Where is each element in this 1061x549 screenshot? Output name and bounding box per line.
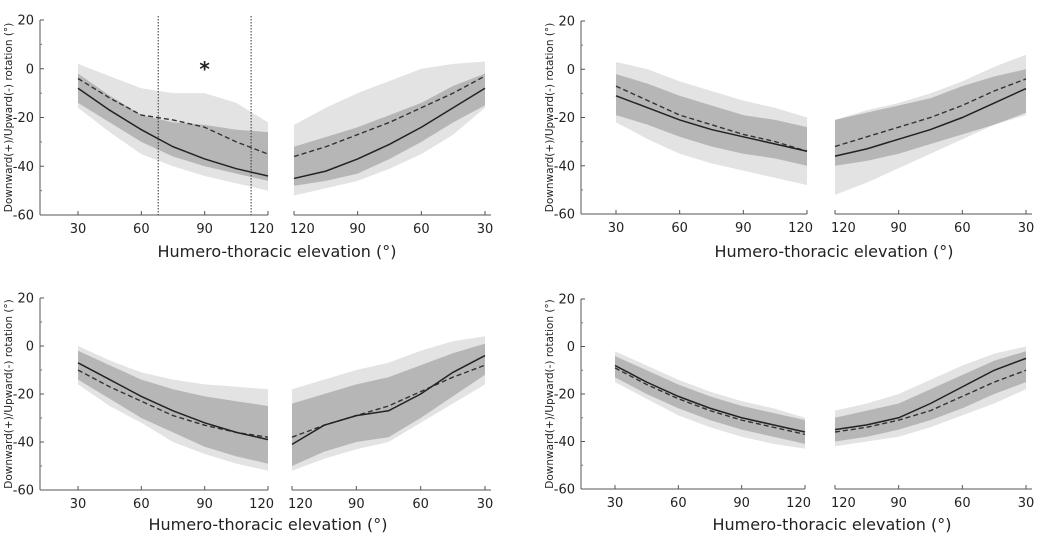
- series-solid-right: [834, 357, 1027, 431]
- series-dashed-right: [293, 75, 486, 158]
- y-tick-label: 0: [26, 62, 34, 77]
- band-light-left: [78, 63, 268, 191]
- series-dashed-left: [77, 77, 269, 155]
- x-tick-label: 120: [290, 222, 315, 237]
- x-axis-label: Humero-thoracic elevation (°): [712, 515, 952, 534]
- x-axis-label: Humero-thoracic elevation (°): [714, 242, 954, 261]
- x-tick-label: 60: [954, 496, 971, 511]
- y-tick-label: -40: [13, 160, 34, 175]
- y-tick-label: -40: [554, 435, 575, 450]
- band-dark-left: [615, 356, 805, 444]
- panel-bottom-right: 20 0 -20 -40 -60 Downward(+)/Upward(-) rotati…: [541, 284, 1061, 549]
- x-tick-label: 60: [133, 222, 150, 237]
- x-tick-label: 30: [1018, 221, 1035, 236]
- band-dark-right: [294, 73, 485, 186]
- x-tick-label: 90: [348, 497, 365, 512]
- band-light-right: [835, 54, 1026, 195]
- band-dark-right: [292, 343, 485, 466]
- x-tick-label: 60: [670, 496, 687, 511]
- y-axis-label: Downward(+)/Upward(-) rotation (°): [544, 23, 556, 213]
- band-dark-left: [616, 74, 807, 166]
- y-tick-label: -60: [13, 484, 34, 499]
- y-tick-label: -60: [554, 208, 575, 223]
- y-tick-label: 0: [567, 340, 575, 355]
- y-tick-label: -20: [554, 388, 575, 403]
- series-solid-right: [834, 87, 1027, 157]
- x-tick-label: 90: [349, 222, 366, 237]
- x-tick-label: 60: [413, 222, 430, 237]
- x-tick-label: 120: [249, 497, 274, 512]
- y-tick-label: 20: [17, 292, 34, 307]
- x-tick-label: 60: [954, 221, 971, 236]
- x-tick-label: 30: [477, 222, 494, 237]
- x-axis-label: Humero-thoracic elevation (°): [148, 515, 388, 534]
- x-tick-label: 120: [288, 497, 313, 512]
- x-tick-label: 30: [608, 221, 625, 236]
- series-dashed-left: [614, 367, 806, 436]
- x-tick-label: 30: [1018, 496, 1035, 511]
- panel-bottom-left: 20 0 -20 -40 -60 Downward(+)/Upward(-) rotati…: [0, 284, 520, 549]
- x-tick-label: 120: [831, 221, 856, 236]
- x-tick-label: 60: [412, 497, 429, 512]
- x-tick-label: 30: [70, 497, 87, 512]
- x-tick-label: 90: [196, 222, 213, 237]
- x-tick-label: 90: [196, 497, 213, 512]
- y-tick-label: 20: [558, 293, 575, 308]
- y-axis-label: Downward(+)/Upward(-) rotation (°): [3, 299, 15, 489]
- y-tick-label: 0: [567, 63, 575, 78]
- y-tick-label: 20: [17, 14, 34, 29]
- y-tick-label: -40: [554, 159, 575, 174]
- series-dashed-right: [834, 78, 1027, 148]
- y-tick-label: -40: [13, 436, 34, 451]
- y-tick-label: -60: [13, 209, 34, 224]
- band-light-left: [616, 62, 807, 186]
- band-dark-left: [78, 350, 268, 464]
- series-solid-left: [615, 95, 808, 153]
- y-axis-label: Downward(+)/Upward(-) rotation (°): [3, 23, 15, 213]
- panel-top-right: 20 0 -20 -40 -60 Downward(+)/Upward(-) rotati…: [541, 0, 1061, 265]
- x-tick-label: 60: [671, 221, 688, 236]
- x-tick-label: 90: [890, 496, 907, 511]
- x-tick-label: 120: [831, 496, 856, 511]
- x-tick-label: 120: [249, 222, 274, 237]
- y-tick-label: -20: [13, 388, 34, 403]
- band-light-right: [292, 336, 485, 471]
- band-light-left: [78, 346, 268, 471]
- x-tick-label: 30: [477, 497, 494, 512]
- y-tick-label: 0: [26, 340, 34, 355]
- y-tick-label: -20: [13, 111, 34, 126]
- band-dark-right: [835, 351, 1026, 442]
- y-tick-label: 20: [558, 15, 575, 30]
- x-tick-label: 90: [733, 496, 750, 511]
- x-tick-label: 120: [786, 496, 811, 511]
- band-light-right: [294, 61, 485, 196]
- y-axis-label: Downward(+)/Upward(-) rotation (°): [544, 299, 556, 489]
- series-solid-right: [293, 87, 486, 180]
- band-dark-left: [78, 73, 268, 181]
- x-tick-label: 120: [788, 221, 813, 236]
- x-tick-label: 90: [890, 221, 907, 236]
- x-tick-label: 30: [607, 496, 624, 511]
- x-axis-label: Humero-thoracic elevation (°): [157, 242, 397, 261]
- significance-annotation: *: [199, 57, 210, 81]
- series-solid-left: [77, 87, 269, 177]
- series-solid-left: [77, 362, 269, 441]
- x-tick-label: 90: [735, 221, 752, 236]
- x-tick-label: 60: [133, 497, 150, 512]
- series-dashed-left: [615, 85, 808, 152]
- y-tick-label: -60: [554, 483, 575, 498]
- x-tick-label: 30: [70, 222, 87, 237]
- series-solid-right: [291, 354, 486, 446]
- series-dashed-right: [834, 369, 1027, 433]
- series-solid-left: [614, 364, 806, 433]
- y-tick-label: -20: [554, 111, 575, 126]
- panel-top-left: * 20 0 -20 -40 -60 Downward(+)/Upward(-) rotat…: [0, 0, 520, 265]
